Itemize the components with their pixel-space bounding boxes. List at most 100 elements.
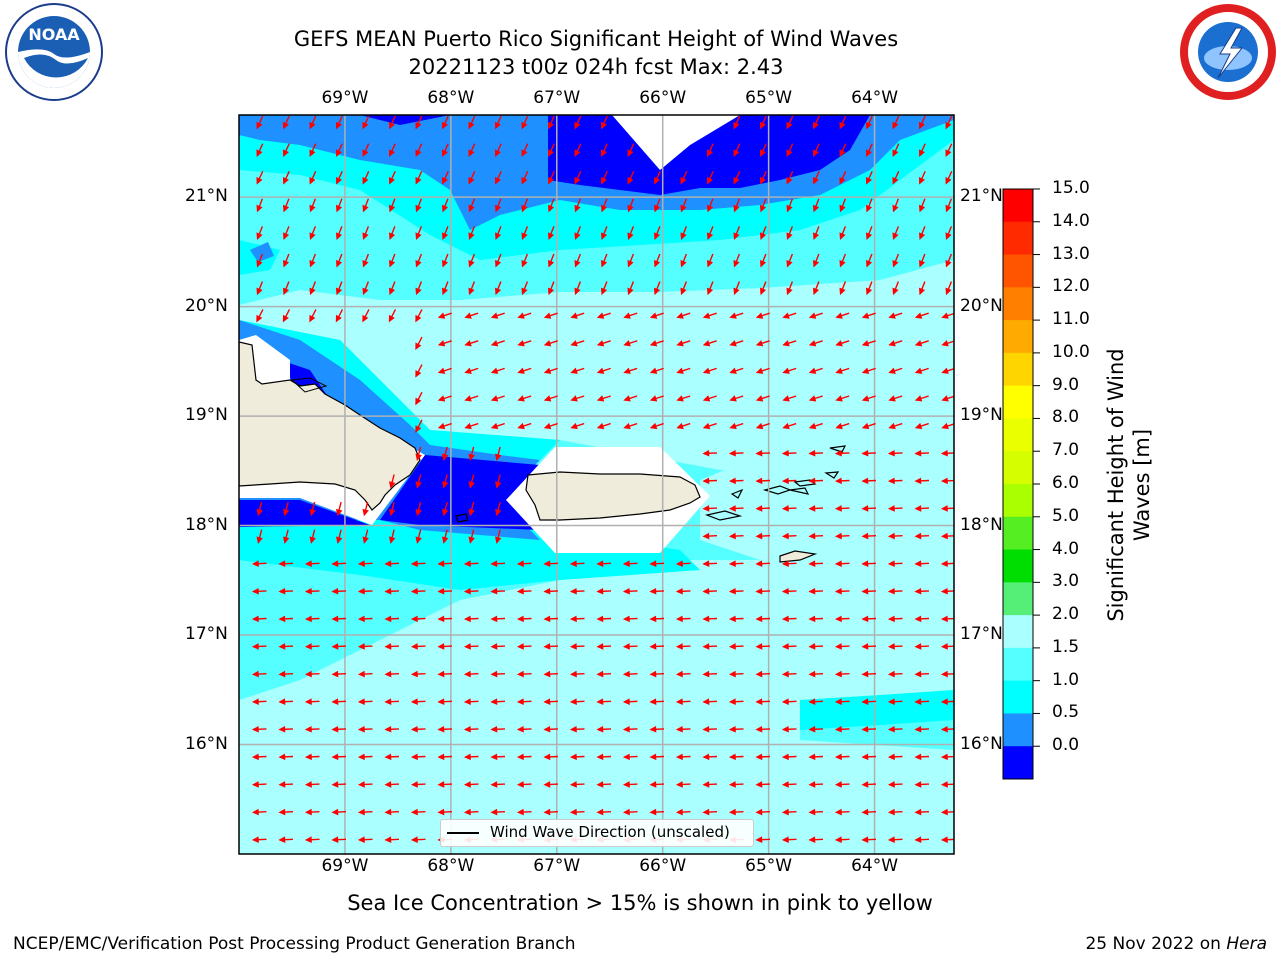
wave-direction-arrow [331, 753, 347, 761]
wave-direction-arrow [755, 367, 770, 374]
wave-direction-arrow [388, 170, 396, 185]
wave-direction-arrow [918, 198, 926, 213]
wave-direction-arrow [914, 477, 930, 485]
wave-direction-arrow [728, 477, 744, 485]
wave-direction-arrow [335, 529, 343, 544]
wave-direction-arrow [728, 505, 744, 512]
wave-direction-arrow [808, 615, 824, 623]
wave-direction-arrow [415, 501, 422, 517]
wave-direction-arrow [887, 781, 903, 788]
wave-direction-arrow [623, 340, 638, 347]
wave-direction-arrow [331, 808, 347, 816]
wave-direction-arrow [914, 367, 929, 374]
wave-direction-arrow [251, 560, 267, 567]
wave-direction-arrow [914, 312, 929, 319]
wave-direction-arrow [812, 198, 820, 213]
wave-direction-arrow [861, 615, 877, 623]
wave-direction-arrow [861, 560, 877, 567]
wave-direction-arrow [494, 198, 502, 213]
wave-direction-arrow [600, 226, 608, 240]
wave-direction-arrow [521, 115, 529, 130]
wave-direction-arrow [441, 281, 449, 296]
wave-direction-arrow [335, 253, 343, 268]
wave-direction-arrow [547, 198, 555, 213]
wave-direction-arrow [543, 698, 559, 705]
wave-direction-arrow [887, 532, 903, 540]
wave-direction-arrow [945, 226, 953, 240]
wave-direction-arrow [728, 449, 744, 457]
wave-direction-arrow [410, 725, 426, 733]
wave-direction-arrow [437, 781, 453, 788]
wave-direction-arrow [786, 281, 794, 296]
wave-direction-arrow [861, 587, 877, 595]
wave-direction-arrow [251, 836, 267, 843]
wave-direction-arrow [357, 836, 373, 843]
wave-direction-arrow [888, 312, 903, 319]
wave-direction-arrow [309, 529, 316, 544]
wave-direction-arrow [357, 725, 373, 733]
wave-direction-arrow [388, 474, 396, 489]
wave-direction-arrow [786, 143, 794, 157]
wave-direction-arrow [415, 115, 423, 130]
wave-direction-arrow [755, 808, 771, 816]
wave-direction-arrow [649, 312, 664, 319]
latitude-label: 19°N [960, 405, 1003, 426]
wave-direction-arrow [516, 753, 532, 761]
wave-direction-arrow [464, 395, 479, 402]
wave-direction-arrow [490, 643, 506, 650]
wave-direction-arrow [892, 226, 900, 240]
wave-direction-arrow [309, 143, 317, 157]
wave-direction-arrow [388, 501, 396, 517]
wave-direction-arrow [570, 340, 585, 347]
wave-direction-arrow [759, 253, 767, 268]
wave-direction-arrow [362, 143, 370, 157]
wave-direction-arrow [865, 253, 873, 268]
wave-direction-arrow [256, 529, 263, 544]
wave-direction-arrow [331, 725, 347, 733]
wave-direction-arrow [702, 615, 718, 623]
wave-direction-arrow [256, 170, 264, 185]
wave-direction-arrow [468, 281, 476, 296]
wave-direction-arrow [702, 449, 718, 457]
wave-direction-arrow [834, 615, 850, 623]
wave-direction-arrow [415, 336, 423, 351]
colorbar-segment [1003, 680, 1033, 714]
latitude-label: 19°N [185, 405, 228, 426]
wave-direction-arrow [808, 725, 824, 733]
wave-direction-arrow [388, 309, 397, 323]
wave-direction-arrow [861, 422, 876, 430]
wave-direction-arrow [463, 587, 479, 595]
wave-direction-arrow [861, 395, 876, 402]
wave-direction-arrow [834, 560, 850, 567]
wave-direction-arrow [649, 615, 665, 623]
wave-direction-arrow [649, 367, 664, 374]
wave-direction-arrow [808, 587, 824, 595]
footer-credit: NCEP/EMC/Verification Post Processing Pr… [13, 934, 576, 954]
wave-direction-arrow [887, 560, 903, 567]
wave-direction-arrow [384, 753, 400, 761]
wave-direction-arrow [755, 670, 771, 678]
no-data-north [612, 115, 740, 170]
wave-direction-arrow [463, 698, 479, 705]
wave-direction-arrow [914, 615, 930, 623]
wave-direction-arrow [941, 340, 954, 347]
wave-direction-arrow [914, 587, 930, 595]
wave-direction-arrow [861, 505, 877, 512]
wave-direction-arrow [733, 281, 741, 296]
wave-direction-arrow [388, 226, 396, 240]
wave-direction-arrow [490, 753, 506, 761]
wave-direction-arrow [861, 340, 876, 347]
wave-direction-arrow [331, 836, 347, 843]
wave-direction-arrow [755, 312, 770, 319]
wave-direction-arrow [494, 446, 502, 462]
wave-direction-arrow [384, 643, 400, 650]
wave-direction-arrow [256, 281, 264, 296]
wave-direction-arrow [437, 698, 453, 705]
wave-direction-arrow [574, 281, 582, 296]
wave-direction-arrow [569, 753, 585, 761]
wave-direction-arrow [622, 725, 638, 733]
wave-direction-arrow [494, 281, 502, 296]
wave-direction-arrow [278, 781, 294, 788]
wave-direction-arrow [415, 419, 423, 433]
wave-direction-arrow [490, 698, 506, 705]
